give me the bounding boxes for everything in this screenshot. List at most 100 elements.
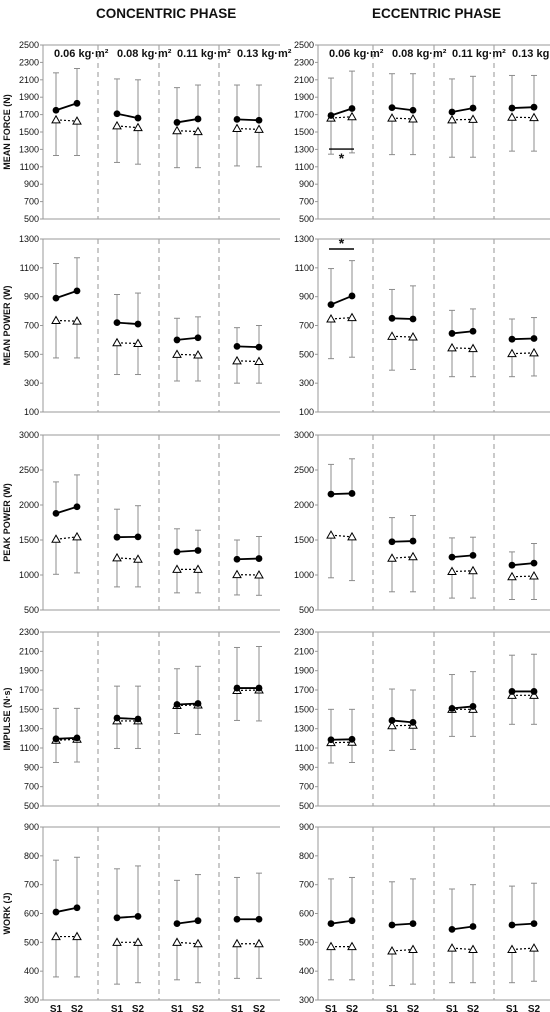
series-2-line xyxy=(116,125,139,129)
series-1-point xyxy=(388,314,396,322)
group-label: 0.13 kg·m² xyxy=(512,48,550,60)
series-1-point xyxy=(327,301,335,308)
y-tick-label: 1900 xyxy=(294,92,314,102)
series-1-point xyxy=(409,920,417,927)
y-tick-label: 2100 xyxy=(19,75,39,85)
y-tick-label: 2300 xyxy=(294,57,314,67)
series-2-line xyxy=(55,536,78,540)
series-1-point xyxy=(113,714,121,722)
y-tick-label: 1300 xyxy=(294,234,314,244)
series-1-line xyxy=(330,492,353,496)
series-2-point xyxy=(408,113,418,123)
series-1-point xyxy=(255,915,263,923)
series-1-point xyxy=(73,99,81,107)
y-tick-label: 1700 xyxy=(294,110,314,120)
series-2-line xyxy=(236,127,260,130)
series-1-line xyxy=(55,102,78,112)
y-tick-label: 700 xyxy=(24,880,39,890)
series-1-point xyxy=(469,923,477,930)
series-1-line xyxy=(176,549,199,553)
series-1-point xyxy=(194,547,202,554)
series-1-point xyxy=(194,115,202,123)
series-2-line xyxy=(391,556,414,559)
y-tick-label: 1100 xyxy=(295,263,314,273)
series-1-line xyxy=(511,106,535,109)
y-tick-label: 1500 xyxy=(19,704,39,714)
series-1-point xyxy=(73,734,81,742)
group-label: 0.13 kg·m² xyxy=(237,48,292,60)
x-tick-label: S1 xyxy=(50,1004,63,1012)
series-1-point xyxy=(233,343,241,350)
series-1-line xyxy=(391,922,414,926)
series-2-point xyxy=(326,530,336,539)
series-2-point xyxy=(193,564,203,573)
y-tick-label: 1100 xyxy=(295,162,314,172)
series-2-point xyxy=(507,112,517,121)
series-1-point xyxy=(530,559,538,567)
y-tick-label: 2500 xyxy=(294,40,314,50)
series-1-point xyxy=(348,490,356,497)
group-label: 0.08 kg·m² xyxy=(392,48,447,60)
y-tick-label: 1500 xyxy=(19,535,39,545)
series-1-point xyxy=(173,336,181,344)
y-axis-title: WORK (J) xyxy=(2,893,12,935)
series-2-line xyxy=(176,353,199,356)
series-2-point xyxy=(387,331,397,340)
series-2-point xyxy=(51,114,61,124)
y-tick-label: 2300 xyxy=(294,627,314,637)
y-tick-label: 400 xyxy=(299,966,314,976)
y-tick-label: 500 xyxy=(24,214,39,224)
series-1-line xyxy=(176,919,199,925)
y-tick-label: 700 xyxy=(24,321,39,331)
series-2-point xyxy=(172,564,182,573)
series-1-point xyxy=(173,548,181,556)
series-1-point xyxy=(348,105,356,112)
series-2-point xyxy=(133,122,143,132)
series-1-line xyxy=(391,106,414,112)
series-2-line xyxy=(176,130,199,133)
series-1-line xyxy=(116,112,139,119)
y-tick-label: 1300 xyxy=(19,234,39,244)
series-1-line xyxy=(55,290,78,299)
series-1-point xyxy=(194,334,202,342)
series-1-point xyxy=(469,327,477,335)
series-2-point xyxy=(447,342,457,352)
series-1-point xyxy=(52,735,60,743)
series-1-point xyxy=(469,104,477,112)
series-1-point xyxy=(113,533,121,541)
y-tick-label: 600 xyxy=(299,909,314,919)
series-1-point xyxy=(173,119,181,126)
y-tick-label: 900 xyxy=(299,822,314,832)
y-tick-label: 2100 xyxy=(294,75,314,85)
x-tick-label: S2 xyxy=(346,1004,359,1012)
series-2-point xyxy=(72,931,82,941)
series-1-point xyxy=(508,688,516,695)
series-2-point xyxy=(347,531,357,541)
y-tick-label: 700 xyxy=(299,782,314,792)
series-2-point xyxy=(408,551,418,561)
series-1-line xyxy=(451,554,474,559)
series-2-point xyxy=(468,944,478,954)
series-1-line xyxy=(116,321,139,325)
significance-marker: * xyxy=(339,235,345,251)
series-2-line xyxy=(330,534,353,538)
y-tick-label: 1700 xyxy=(19,685,39,695)
x-tick-label: S2 xyxy=(192,1004,205,1012)
series-2-point xyxy=(387,945,397,955)
y-axis-title: PEAK POWER (W) xyxy=(2,483,12,562)
series-1-point xyxy=(255,343,263,351)
series-1-line xyxy=(176,118,199,124)
y-tick-label: 700 xyxy=(299,321,314,331)
x-tick-label: S1 xyxy=(231,1004,244,1012)
series-1-point xyxy=(233,115,241,123)
series-1-line xyxy=(511,562,535,567)
y-tick-label: 1500 xyxy=(294,704,314,714)
y-tick-label: 1500 xyxy=(294,535,314,545)
series-1-line xyxy=(451,107,474,113)
y-tick-label: 1000 xyxy=(294,570,314,580)
series-2-point xyxy=(51,534,61,543)
y-tick-label: 500 xyxy=(299,605,314,615)
series-2-point xyxy=(112,552,122,562)
series-1-line xyxy=(176,336,199,341)
y-tick-label: 1500 xyxy=(19,127,39,137)
